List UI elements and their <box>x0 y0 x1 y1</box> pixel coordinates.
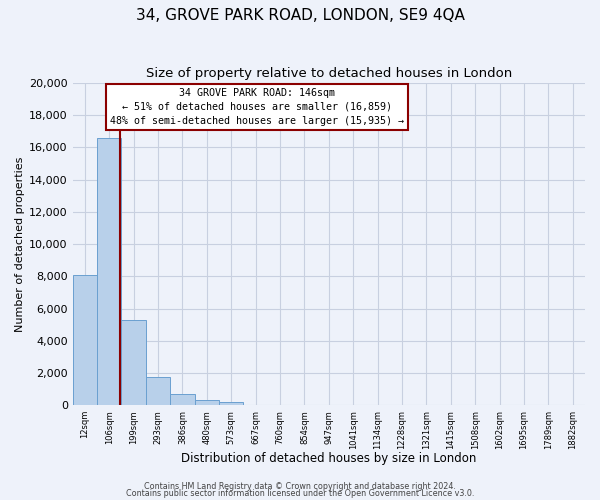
Text: Contains HM Land Registry data © Crown copyright and database right 2024.: Contains HM Land Registry data © Crown c… <box>144 482 456 491</box>
Bar <box>121 320 146 405</box>
Title: Size of property relative to detached houses in London: Size of property relative to detached ho… <box>146 68 512 80</box>
Bar <box>97 138 121 405</box>
Bar <box>146 377 170 405</box>
Y-axis label: Number of detached properties: Number of detached properties <box>15 156 25 332</box>
Text: 34, GROVE PARK ROAD, LONDON, SE9 4QA: 34, GROVE PARK ROAD, LONDON, SE9 4QA <box>136 8 464 22</box>
Bar <box>219 402 244 405</box>
Text: Contains public sector information licensed under the Open Government Licence v3: Contains public sector information licen… <box>126 490 474 498</box>
Text: 34 GROVE PARK ROAD: 146sqm
← 51% of detached houses are smaller (16,859)
48% of : 34 GROVE PARK ROAD: 146sqm ← 51% of deta… <box>110 88 404 126</box>
Bar <box>73 275 97 405</box>
Bar <box>194 400 219 405</box>
X-axis label: Distribution of detached houses by size in London: Distribution of detached houses by size … <box>181 452 476 465</box>
Bar <box>170 394 194 405</box>
